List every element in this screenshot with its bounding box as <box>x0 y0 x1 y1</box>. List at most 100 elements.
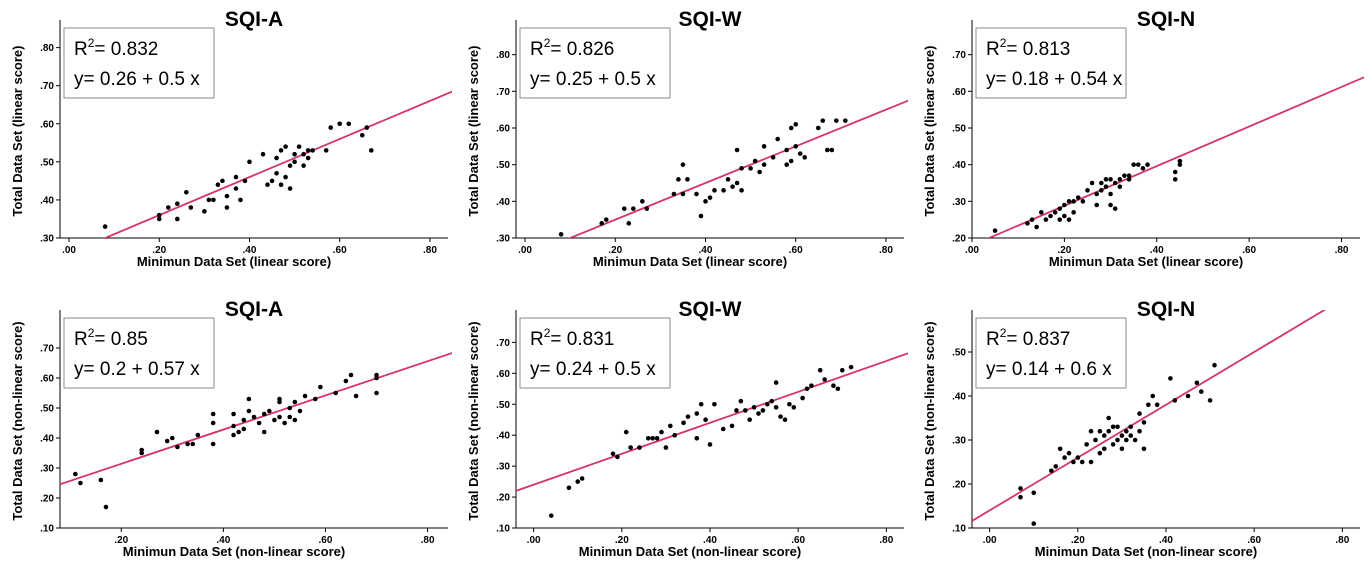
data-point <box>729 423 735 429</box>
stats-box <box>519 317 671 389</box>
data-point <box>287 186 293 191</box>
data-point <box>215 182 221 187</box>
data-point <box>671 191 677 197</box>
x-tick-label: .40 <box>703 535 717 546</box>
data-point <box>202 209 207 214</box>
data-point <box>681 420 686 426</box>
data-point <box>287 405 293 411</box>
chart-title: SQI-A <box>225 298 283 321</box>
data-point <box>1093 437 1098 443</box>
data-point <box>835 386 841 392</box>
y-tick-label: .40 <box>40 195 54 206</box>
data-point <box>1172 169 1178 175</box>
data-point <box>156 212 162 218</box>
data-point <box>1185 393 1191 399</box>
r-squared-sup: 2 <box>88 326 95 340</box>
data-point <box>797 151 803 156</box>
data-point <box>1106 428 1111 434</box>
y-tick-label: .40 <box>496 431 510 442</box>
y-tick-label: .60 <box>496 369 510 380</box>
data-point <box>224 205 230 210</box>
y-axis-label: Total Data Set (linear score) <box>922 46 937 217</box>
x-tick-label: .40 <box>1150 245 1164 256</box>
y-tick-label: .20 <box>952 234 966 245</box>
y-tick-label: .40 <box>952 160 966 171</box>
data-point <box>791 405 797 410</box>
data-point <box>1112 180 1118 186</box>
data-point <box>787 401 792 407</box>
y-tick-label: .80 <box>40 43 54 54</box>
data-point <box>310 148 315 153</box>
data-point <box>773 380 779 385</box>
data-point <box>1088 428 1094 434</box>
data-point <box>353 393 359 399</box>
data-point <box>1172 398 1178 403</box>
y-tick-label: .50 <box>952 124 966 135</box>
data-point <box>579 476 585 481</box>
data-point <box>804 386 810 392</box>
y-tick-label: .50 <box>496 160 510 171</box>
data-point <box>1108 191 1113 197</box>
chart-title: SQI-N <box>1137 8 1195 31</box>
data-point <box>659 429 664 435</box>
data-point <box>210 420 216 426</box>
y-tick-label: .30 <box>496 462 510 473</box>
r-squared-label: R2= 0.832 <box>74 36 158 60</box>
y-tick-label: .20 <box>952 480 966 491</box>
fit-line <box>986 76 1364 238</box>
data-point <box>685 414 691 419</box>
stats-box <box>63 317 215 389</box>
x-tick-label: .20 <box>152 245 166 256</box>
r-squared-value: = 0.85 <box>94 329 147 350</box>
data-point <box>672 432 678 438</box>
data-point <box>1103 177 1109 182</box>
data-point <box>668 423 673 429</box>
r-squared-value: = 0.832 <box>94 39 158 60</box>
data-point <box>1168 376 1173 381</box>
data-point <box>760 408 766 413</box>
data-point <box>829 147 835 153</box>
data-point <box>1071 199 1076 204</box>
x-tick-label: .60 <box>789 245 803 256</box>
data-point <box>802 155 808 160</box>
data-point <box>748 166 753 171</box>
y-tick-label: .70 <box>952 50 966 61</box>
data-point <box>1066 199 1072 204</box>
r-squared-label: R2= 0.85 <box>74 326 148 350</box>
x-tick-label: .80 <box>879 245 893 256</box>
data-point <box>680 162 686 167</box>
y-tick-label: .60 <box>40 374 54 385</box>
data-point <box>1066 217 1072 222</box>
data-point <box>292 151 297 157</box>
data-point <box>277 414 282 420</box>
y-tick-label: .30 <box>952 436 966 447</box>
data-point <box>323 148 329 153</box>
data-point <box>210 411 216 417</box>
data-point <box>640 199 645 204</box>
data-point <box>834 118 839 123</box>
y-tick-label: .30 <box>40 234 54 245</box>
y-tick-label: .60 <box>40 119 54 130</box>
data-point <box>703 199 708 204</box>
data-point <box>256 420 262 426</box>
data-point <box>139 447 144 453</box>
data-point <box>231 411 236 417</box>
data-point <box>297 408 303 414</box>
x-tick-label: .80 <box>421 535 435 546</box>
data-point <box>348 372 354 378</box>
data-point <box>210 441 216 447</box>
y-tick-label: .60 <box>952 87 966 98</box>
data-point <box>1099 188 1104 193</box>
data-point <box>610 451 616 457</box>
data-point <box>246 408 252 414</box>
data-point <box>765 401 770 407</box>
x-tick-label: .40 <box>216 535 230 546</box>
data-point <box>246 396 252 402</box>
data-point <box>1101 433 1107 438</box>
data-point <box>1137 411 1142 416</box>
data-point <box>742 408 748 413</box>
data-point <box>292 399 298 405</box>
data-point <box>703 417 708 423</box>
data-point <box>265 182 270 187</box>
scatter-plot: SQI-N.20.30.40.50.60.70.00.20.40.60.80Mi… <box>922 8 1364 269</box>
